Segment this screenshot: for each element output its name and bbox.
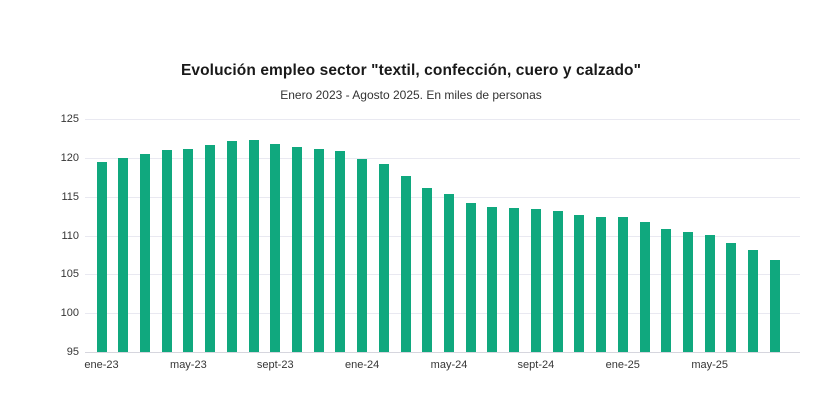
y-tick-label-105: 105	[60, 268, 79, 281]
y-tick-label-120: 120	[60, 151, 79, 164]
bar-may-25	[704, 234, 715, 352]
bar-feb-23	[118, 157, 129, 352]
bar-nov-23	[313, 149, 324, 352]
bar-mar-24	[400, 176, 411, 352]
bar-ene-25	[617, 216, 628, 352]
gridline-120	[85, 157, 800, 159]
x-tick-label-ene-25: ene-25	[605, 359, 640, 371]
y-tick-label-115: 115	[61, 190, 79, 203]
bar-jun-25	[726, 243, 737, 352]
gridline-95	[85, 352, 800, 353]
bar-may-23	[183, 148, 194, 352]
bar-feb-24	[378, 164, 389, 352]
bar-ene-23	[96, 162, 107, 352]
bar-ago-25	[769, 260, 780, 352]
bar-oct-24	[552, 211, 563, 352]
bar-sept-23	[270, 143, 281, 352]
bar-nov-24	[574, 214, 585, 352]
gridline-110	[85, 235, 800, 237]
bar-abr-25	[682, 232, 693, 352]
bar-ene-24	[357, 158, 368, 352]
bar-ago-23	[248, 139, 259, 352]
chart-title: Evolución empleo sector "textil, confecc…	[180, 62, 642, 79]
x-tick-label-may-23: may-23	[170, 359, 207, 371]
bar-jun-23	[205, 145, 216, 352]
bar-jun-24	[465, 202, 476, 352]
bar-oct-23	[291, 146, 302, 352]
x-axis: ene-23 may-23 sept-23 ene-24 may-24 sept-24 en…	[84, 359, 800, 375]
chart-subtitle: Enero 2023 - Agosto 2025. En miles de pe…	[280, 88, 542, 102]
gridline-105	[85, 274, 800, 276]
gridline-100	[85, 313, 800, 315]
bar-jul-25	[748, 250, 759, 352]
x-tick-label-may-24: may-24	[430, 359, 468, 371]
bar-jul-23	[226, 140, 237, 352]
bar-ago-24	[509, 207, 520, 352]
bar-feb-25	[639, 222, 650, 352]
y-tick-label-95: 95	[66, 346, 79, 358]
y-tick-label-125: 125	[60, 113, 79, 125]
bar-abr-23	[161, 150, 172, 352]
y-tick-label-110: 110	[61, 229, 79, 242]
bar-dic-24	[596, 216, 607, 352]
bar-mar-25	[661, 228, 672, 352]
x-tick-label-may-25: may-25	[691, 359, 728, 371]
bar-may-24	[444, 194, 455, 352]
y-axis: 95 100 105 110 115 120 125	[0, 113, 79, 358]
x-tick-label-sept-24: sept-24	[517, 359, 555, 371]
bar-dic-23	[335, 150, 346, 352]
bar-abr-24	[422, 188, 433, 352]
gridline-115	[85, 196, 800, 198]
bar-sept-24	[530, 209, 541, 352]
gridline-125	[85, 119, 800, 120]
x-tick-label-ene-24: ene-24	[344, 359, 380, 371]
plot-area	[85, 119, 800, 353]
y-tick-label-100: 100	[60, 307, 79, 320]
bar-jul-24	[487, 206, 498, 352]
bar-mar-23	[139, 153, 150, 352]
x-tick-label-sept-23: sept-23	[256, 359, 294, 371]
x-tick-label-ene-23: ene-23	[84, 359, 119, 371]
